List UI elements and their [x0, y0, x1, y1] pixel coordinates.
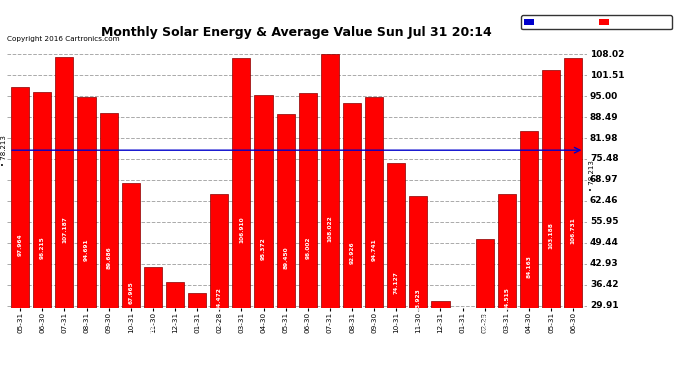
- Bar: [210, 195, 228, 375]
- Bar: [144, 267, 162, 375]
- Legend: Average  ($), Monthly  ($): Average ($), Monthly ($): [522, 15, 672, 29]
- Text: 96.215: 96.215: [40, 236, 45, 259]
- Bar: [299, 93, 317, 375]
- Bar: [188, 293, 206, 375]
- Bar: [387, 164, 405, 375]
- Bar: [542, 70, 560, 375]
- Text: 50.549: 50.549: [482, 309, 487, 332]
- Text: 75.48: 75.48: [590, 154, 618, 164]
- Bar: [520, 131, 538, 375]
- Bar: [343, 103, 361, 375]
- Text: Copyright 2016 Cartronics.com: Copyright 2016 Cartronics.com: [7, 36, 119, 42]
- Text: 97.964: 97.964: [18, 233, 23, 256]
- Text: 89.686: 89.686: [106, 246, 111, 269]
- Bar: [33, 92, 51, 375]
- Bar: [233, 58, 250, 375]
- Bar: [99, 113, 118, 375]
- Bar: [55, 57, 74, 375]
- Text: 29.91: 29.91: [590, 302, 618, 310]
- Text: 81.98: 81.98: [590, 134, 618, 142]
- Text: 31.442: 31.442: [438, 340, 443, 363]
- Text: 94.741: 94.741: [372, 238, 377, 261]
- Text: 64.515: 64.515: [504, 287, 509, 310]
- Bar: [321, 54, 339, 375]
- Bar: [77, 97, 96, 375]
- Text: 108.02: 108.02: [590, 50, 624, 58]
- Text: 96.002: 96.002: [305, 236, 310, 259]
- Text: 95.00: 95.00: [590, 92, 618, 100]
- Text: 10.933: 10.933: [460, 374, 465, 375]
- Text: 89.450: 89.450: [283, 247, 288, 270]
- Text: • 78.213: • 78.213: [1, 135, 7, 166]
- Bar: [564, 58, 582, 375]
- Bar: [121, 183, 140, 375]
- Text: 106.910: 106.910: [239, 217, 244, 243]
- Bar: [409, 196, 427, 375]
- Text: 33.896: 33.896: [195, 336, 199, 359]
- Text: 107.187: 107.187: [62, 216, 67, 243]
- Bar: [255, 95, 273, 375]
- Bar: [365, 97, 383, 375]
- Bar: [497, 194, 516, 375]
- Text: 55.95: 55.95: [590, 217, 618, 226]
- Text: 67.965: 67.965: [128, 281, 133, 304]
- Text: 103.188: 103.188: [549, 222, 553, 249]
- Text: 106.731: 106.731: [571, 217, 575, 244]
- Text: 64.472: 64.472: [217, 287, 221, 310]
- Bar: [431, 301, 450, 375]
- Text: 95.372: 95.372: [261, 237, 266, 260]
- Text: 74.127: 74.127: [394, 272, 399, 294]
- Text: 37.214: 37.214: [172, 331, 177, 354]
- Text: 108.022: 108.022: [327, 215, 333, 242]
- Text: 63.923: 63.923: [416, 288, 421, 310]
- Text: 84.163: 84.163: [526, 255, 531, 278]
- Bar: [453, 367, 472, 375]
- Text: 42.93: 42.93: [590, 260, 618, 268]
- Text: 88.49: 88.49: [590, 112, 618, 122]
- Bar: [475, 239, 494, 375]
- Bar: [277, 114, 295, 375]
- Text: 49.44: 49.44: [590, 238, 619, 248]
- Text: Monthly Solar Energy & Average Value Sun Jul 31 20:14: Monthly Solar Energy & Average Value Sun…: [101, 26, 492, 39]
- Bar: [11, 87, 29, 375]
- Bar: [166, 282, 184, 375]
- Text: 36.42: 36.42: [590, 280, 618, 290]
- Text: 94.691: 94.691: [84, 238, 89, 261]
- Text: 101.51: 101.51: [590, 70, 624, 80]
- Text: 41.959: 41.959: [150, 323, 155, 346]
- Text: 62.46: 62.46: [590, 196, 618, 206]
- Text: 92.926: 92.926: [350, 241, 355, 264]
- Text: 68.97: 68.97: [590, 176, 618, 184]
- Text: • 78.213: • 78.213: [589, 160, 595, 191]
